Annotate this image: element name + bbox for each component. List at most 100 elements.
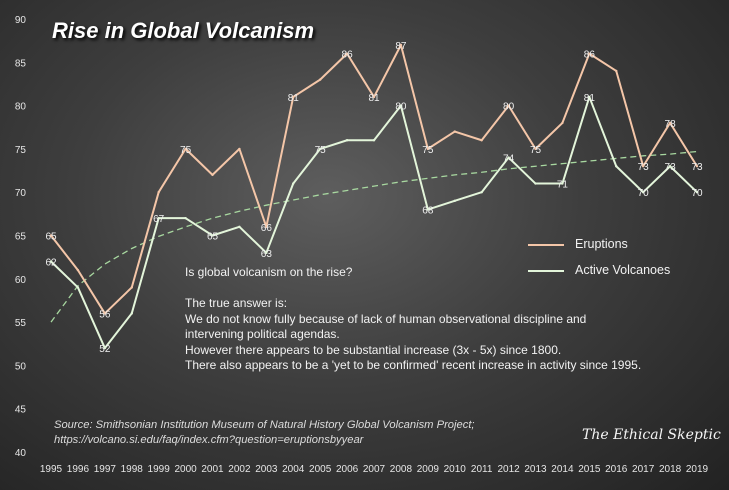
data-point-active-volcanoes xyxy=(265,251,268,255)
data-point-eruptions xyxy=(399,43,403,47)
x-tick-label: 2012 xyxy=(497,464,520,475)
x-tick-label: 2004 xyxy=(282,464,305,475)
x-tick-label: 1998 xyxy=(121,464,144,475)
x-tick-label: 2013 xyxy=(524,464,547,475)
x-tick-label: 2017 xyxy=(632,464,655,475)
note-line-1: We do not know fully because of lack of … xyxy=(185,311,587,326)
note-question: Is global volcanism on the rise? xyxy=(185,265,353,279)
x-tick-label: 2014 xyxy=(551,464,574,475)
brand-signature: The Ethical Skeptic xyxy=(582,427,721,443)
y-tick-label: 80 xyxy=(15,102,27,113)
data-label-active-volcanoes: 68 xyxy=(422,206,434,217)
data-label-active-volcanoes: 67 xyxy=(153,214,165,225)
y-tick-label: 55 xyxy=(15,318,27,329)
data-point-eruptions xyxy=(265,225,268,229)
data-point-eruptions xyxy=(561,121,564,125)
x-tick-label: 1997 xyxy=(94,464,117,475)
note-gap xyxy=(185,281,705,297)
annotation-text: Is global volcanism on the rise? The tru… xyxy=(185,265,705,374)
data-point-eruptions xyxy=(453,130,456,133)
source-line-1: Source: Smithsonian Institution Museum o… xyxy=(54,419,475,431)
data-label-eruptions: 81 xyxy=(288,93,300,104)
x-axis: 1995 1996 1997 1998 1999 2000 2001 2002 2003 2004… xyxy=(40,464,709,475)
y-tick-label: 85 xyxy=(15,58,27,69)
data-point-active-volcanoes xyxy=(561,182,564,185)
x-tick-label: 2002 xyxy=(228,464,251,475)
data-point-active-volcanoes xyxy=(238,225,241,229)
data-point-active-volcanoes xyxy=(345,139,349,142)
note-line-2: intervening political agendas. xyxy=(185,327,340,341)
data-label-active-volcanoes: 70 xyxy=(638,188,650,199)
x-tick-label: 2019 xyxy=(686,464,709,475)
data-label-eruptions: 56 xyxy=(99,309,111,320)
data-label-active-volcanoes: 70 xyxy=(691,188,703,199)
data-point-eruptions xyxy=(292,95,295,99)
data-label-eruptions: 86 xyxy=(584,50,596,61)
y-tick-label: 45 xyxy=(15,405,27,416)
data-point-eruptions xyxy=(480,139,483,142)
y-tick-label: 75 xyxy=(15,145,27,156)
y-tick-label: 60 xyxy=(15,275,27,286)
data-point-active-volcanoes xyxy=(588,95,591,99)
data-label-eruptions: 73 xyxy=(691,162,703,173)
data-point-active-volcanoes xyxy=(157,216,160,220)
x-tick-label: 2007 xyxy=(363,464,386,475)
y-tick-label: 50 xyxy=(15,361,27,372)
data-point-eruptions xyxy=(588,52,591,55)
data-point-active-volcanoes xyxy=(507,156,510,159)
data-point-eruptions xyxy=(372,95,376,99)
data-label-active-volcanoes: 81 xyxy=(584,93,596,104)
chart-title: Rise in Global Volcanism xyxy=(52,18,315,43)
data-point-eruptions xyxy=(103,312,107,315)
data-label-active-volcanoes: 63 xyxy=(261,249,273,260)
data-point-active-volcanoes xyxy=(292,182,295,185)
data-label-eruptions: 78 xyxy=(665,119,677,130)
legend-item-active-volcanoes: Active Volcanoes xyxy=(525,262,715,280)
data-point-eruptions xyxy=(534,147,537,151)
x-tick-label: 2011 xyxy=(471,464,493,475)
data-point-active-volcanoes xyxy=(641,191,645,194)
data-point-eruptions xyxy=(615,69,618,73)
x-tick-label: 2016 xyxy=(605,464,628,475)
x-tick-label: 2010 xyxy=(444,464,467,475)
data-point-eruptions xyxy=(318,78,322,81)
data-label-eruptions: 87 xyxy=(395,41,407,52)
data-label-active-volcanoes: 52 xyxy=(99,344,111,355)
data-point-active-volcanoes xyxy=(615,165,618,168)
data-point-eruptions xyxy=(184,147,187,151)
data-point-active-volcanoes xyxy=(49,260,53,263)
x-tick-label: 2005 xyxy=(309,464,332,475)
data-label-active-volcanoes: 73 xyxy=(665,162,677,173)
data-label-eruptions: 73 xyxy=(638,162,650,173)
data-label-eruptions: 80 xyxy=(503,102,515,113)
source-line-2: https://volcano.si.edu/faq/index.cfm?que… xyxy=(54,434,364,446)
data-label-eruptions: 75 xyxy=(530,145,542,156)
x-tick-label: 1995 xyxy=(40,464,63,475)
data-point-active-volcanoes xyxy=(399,104,403,107)
data-label-eruptions: 75 xyxy=(422,145,434,156)
data-point-active-volcanoes xyxy=(318,147,322,151)
y-tick-label: 90 xyxy=(15,15,27,26)
data-label-active-volcanoes: 62 xyxy=(45,257,57,268)
note-line-4: There also appears to be a 'yet to be co… xyxy=(185,358,642,372)
series-lines xyxy=(49,43,699,350)
data-label-active-volcanoes: 74 xyxy=(503,154,515,165)
data-point-eruptions xyxy=(76,268,80,272)
note-answer-intro: The true answer is: xyxy=(185,296,288,310)
legend-swatch-active-volcanoes xyxy=(528,270,564,272)
x-tick-label: 2009 xyxy=(417,464,440,475)
x-tick-label: 2015 xyxy=(578,464,601,475)
x-tick-label: 2003 xyxy=(255,464,278,475)
y-axis: 40 45 50 55 60 65 70 75 80 85 90 xyxy=(15,15,27,459)
data-label-active-volcanoes: 65 xyxy=(207,232,219,243)
data-point-eruptions xyxy=(130,286,133,289)
data-point-eruptions xyxy=(49,234,53,237)
data-point-eruptions xyxy=(345,52,349,55)
data-point-active-volcanoes xyxy=(668,165,672,168)
note-line-3: However there appears to be substantial … xyxy=(185,342,562,357)
data-point-eruptions xyxy=(507,104,510,107)
data-label-active-volcanoes: 80 xyxy=(395,102,407,113)
data-point-eruptions xyxy=(668,121,672,125)
data-label-active-volcanoes: 75 xyxy=(315,145,327,156)
y-tick-label: 70 xyxy=(15,188,27,199)
